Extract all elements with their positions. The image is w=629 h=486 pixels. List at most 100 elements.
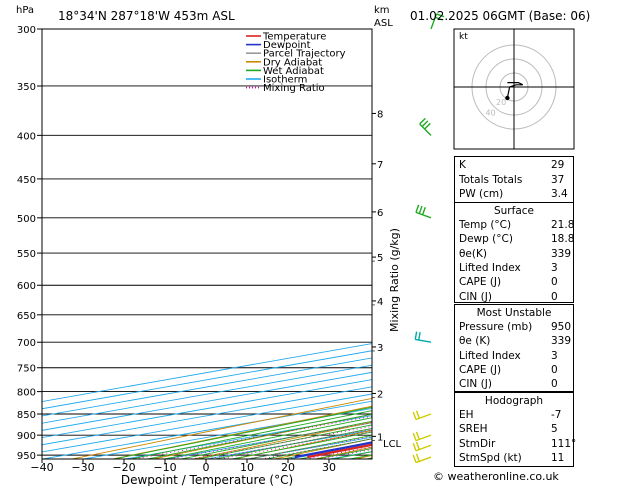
row-label: EH (459, 409, 474, 421)
most-unstable-box: Most Unstable Pressure (mb) 950 θe (K) 339 Li… (454, 304, 574, 392)
legend-entry: Isotherm (263, 75, 307, 86)
hpa-label: hPa (16, 5, 34, 16)
hodograph-units: kt (459, 32, 468, 42)
row-label: Dewp (°C) (459, 233, 513, 246)
row-value: 0 (551, 378, 558, 391)
row-label: SREH (459, 423, 488, 436)
pressure-tick-label: 850 (17, 410, 36, 421)
hodograph-ring-label: 40 (486, 109, 496, 118)
row-label: Totals Totals (459, 173, 523, 186)
row-value: 950 (551, 321, 572, 333)
row-label: CIN (J) (459, 378, 492, 391)
isotherm-line (42, 371, 372, 431)
row-value: 111° (551, 437, 577, 450)
pressure-tick-label: 350 (17, 82, 36, 93)
copyright-footer: © weatheronline.co.uk (433, 470, 559, 483)
row-label: Lifted Index (459, 349, 521, 362)
row-label: θe (K) (459, 335, 491, 348)
hodograph-stats-box: Hodograph EH -7 SREH 5 StmDir 111° StmSpd (kt) 1… (454, 392, 577, 467)
isotherm-line (42, 386, 372, 446)
temperature-tick-label: −30 (71, 461, 94, 474)
temperature-tick-label: 20 (281, 461, 295, 474)
x-axis-title: Dewpoint / Temperature (°C) (121, 473, 293, 486)
indices-box: K 29 Totals Totals 37 PW (cm) 3.4 (454, 156, 574, 203)
table-row: Lifted Index 3 (459, 349, 573, 363)
temperature-tick-label: 30 (322, 461, 336, 474)
isotherm-line (42, 364, 372, 424)
dry-adiabat-line (599, 29, 629, 459)
wet-adiabat-line (130, 410, 372, 459)
row-label: Temp (°C) (459, 219, 512, 231)
row-value: 5 (551, 423, 558, 436)
temperature-tick-label: −40 (30, 461, 53, 474)
wind-barb (412, 431, 432, 442)
hodograph-stats-title: Hodograph (484, 395, 544, 407)
table-row: Totals Totals 37 (459, 173, 573, 187)
pressure-tick-label: 300 (17, 25, 36, 36)
table-row: Lifted Index 3 (459, 261, 573, 275)
km-tick-label: 5 (377, 253, 383, 264)
km-tick-label: 1 (377, 432, 383, 443)
km-tick-label: 4 (377, 297, 383, 308)
row-value: 21.8 (551, 219, 575, 231)
row-label: CAPE (J) (459, 363, 502, 376)
wind-barb (412, 453, 432, 464)
pressure-tick-label: 500 (17, 214, 36, 225)
wind-barb (412, 410, 432, 421)
temperature-tick-label: −10 (153, 461, 176, 474)
mixing-ratio-axis-title: Mixing Ratio (g/kg) (388, 228, 401, 332)
row-label: θe(K) (459, 247, 487, 260)
row-value: -7 (551, 409, 562, 421)
legend-entry: Dry Adiabat (263, 57, 322, 68)
hodograph-ring-label: 20 (496, 98, 506, 107)
isotherm-line (42, 357, 372, 417)
row-value: 339 (551, 247, 572, 260)
legend-entry: Dewpoint (263, 40, 311, 51)
pressure-tick-label: 900 (17, 431, 36, 442)
isotherm-line (42, 343, 372, 402)
pressure-tick-label: 700 (17, 338, 36, 349)
datetime-label: 01.02.2025 06GMT (Base: 06) (410, 9, 590, 23)
table-row: StmDir 111° (459, 437, 577, 451)
row-value: 0 (551, 290, 558, 303)
most-unstable-title: Most Unstable (476, 307, 552, 319)
row-label: StmSpd (kt) (459, 451, 522, 464)
wind-barb (412, 441, 432, 452)
table-row: CAPE (J) 0 (459, 275, 573, 289)
legend-entry: Mixing Ratio (263, 83, 325, 94)
wind-barb (419, 117, 432, 136)
table-row: θe(K) 339 (459, 247, 573, 261)
wind-barb (415, 204, 432, 219)
wind-barb (430, 13, 445, 30)
surface-title: Surface (493, 205, 534, 217)
table-row: SREH 5 (459, 422, 573, 436)
pressure-tick-label: 800 (17, 388, 36, 399)
pressure-tick-label: 950 (17, 451, 36, 462)
table-row: EH -7 (459, 408, 573, 422)
dry-adiabat-line (72, 397, 372, 459)
pressure-tick-label: 450 (17, 175, 36, 186)
km-tick-label: 8 (377, 109, 383, 120)
table-row: Pressure (mb) 950 (459, 320, 573, 334)
row-value: 18.8 (551, 233, 575, 246)
temperature-tick-label: 10 (240, 461, 254, 474)
legend-entry: Parcel Trajectory (263, 49, 346, 60)
table-row: CIN (J) 0 (459, 290, 573, 304)
pressure-tick-label: 750 (17, 364, 36, 375)
legend-entry: Wet Adiabat (263, 66, 324, 77)
isotherm-line (42, 350, 372, 410)
table-row: Temp (°C) 21.8 (459, 218, 575, 232)
row-value: 11 (551, 451, 565, 464)
row-value: 3 (551, 261, 558, 274)
hodograph-trace (506, 81, 524, 99)
surface-box: Surface Temp (°C) 21.8 Dewp (°C) 18.8 θe(K) 33… (454, 202, 574, 303)
legend-entry: Temperature (262, 32, 326, 43)
row-value: 3 (551, 349, 558, 362)
wet-adiabat-line (114, 406, 372, 459)
row-label: Lifted Index (459, 261, 521, 274)
km-tick-label: 6 (377, 208, 383, 219)
km-tick-label: 7 (377, 160, 383, 171)
table-row: PW (cm) 3.4 (459, 187, 573, 201)
location-label: 18°34'N 287°18'W 453m ASL (58, 9, 235, 23)
pressure-tick-label: 400 (17, 131, 36, 142)
